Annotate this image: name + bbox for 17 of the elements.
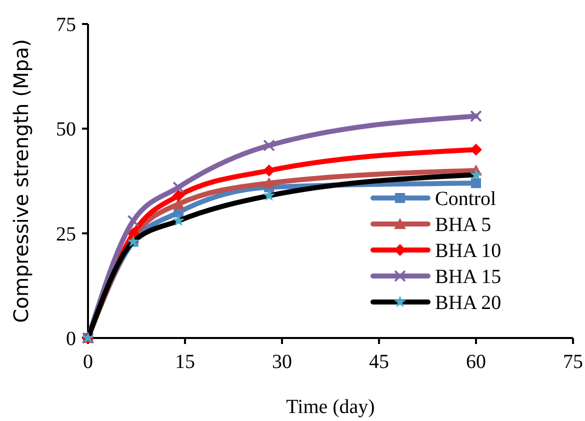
x-tick-label: 75 [563,351,583,373]
y-tick-label: 25 [56,223,76,246]
y-axis-title: Compressive strength (Mpa) [9,39,33,323]
x-tick-label: 30 [272,351,292,373]
x-tick-label: 60 [466,351,486,373]
y-tick-label: 0 [66,328,76,350]
legend-label: Control [435,188,497,210]
legend-label: BHA 5 [435,214,492,236]
y-tick-label: 75 [56,14,76,36]
legend-label: BHA 10 [435,240,502,262]
x-tick-label: 0 [83,351,93,373]
x-tick-label: 45 [369,351,389,373]
legend-label: BHA 20 [435,292,502,314]
y-tick-label: 50 [56,118,76,141]
x-tick-label: 15 [175,351,195,373]
legend-label: BHA 15 [435,266,502,288]
x-axis-title: Time (day) [286,396,375,418]
